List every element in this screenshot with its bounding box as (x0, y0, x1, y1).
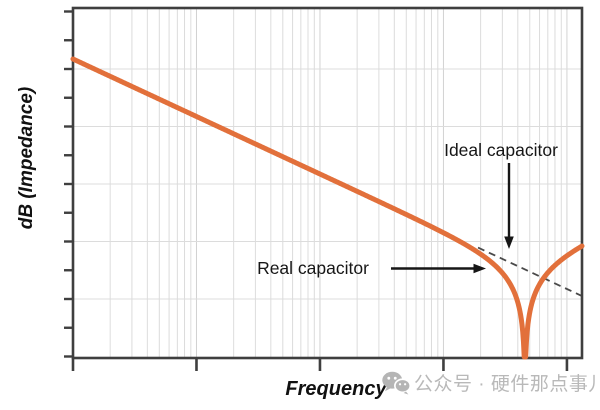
real-capacitor-arrowhead (473, 263, 486, 274)
watermark-text: 公众号 · 硬件那点事儿 (414, 374, 600, 395)
watermark: 公众号 · 硬件那点事儿 (381, 369, 600, 396)
real-capacitor-annotation: Real capacitor (257, 258, 369, 278)
y-axis-label: dB (Impedance) (16, 86, 37, 230)
real-capacitor-curve (70, 56, 585, 360)
ideal-capacitor-arrowhead (504, 236, 514, 249)
x-axis-label: Frequency (285, 378, 387, 400)
ideal-capacitor-annotation: Ideal capacitor (444, 140, 558, 160)
plot-frame (71, 6, 584, 360)
wechat-icon (382, 371, 411, 395)
